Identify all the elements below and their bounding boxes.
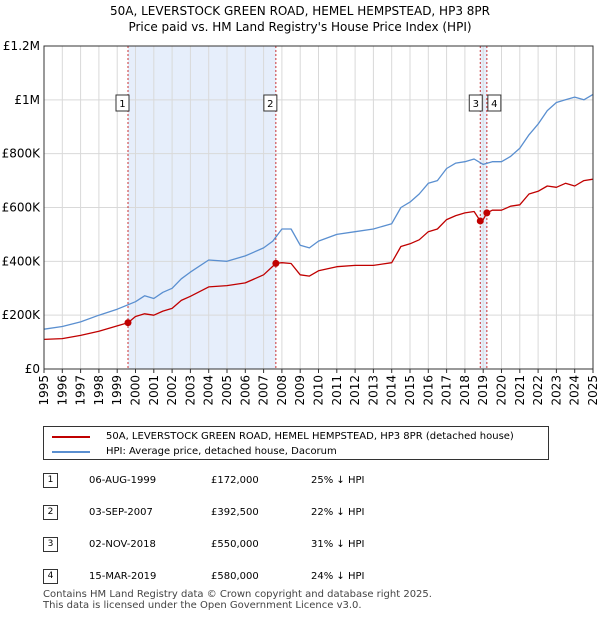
table-row: 3 02-NOV-2018 £550,000 31% ↓ HPI bbox=[43, 537, 563, 553]
x-tick-label: 2020 bbox=[495, 375, 509, 406]
sale-label-border bbox=[263, 94, 278, 112]
x-tick-label: 2024 bbox=[568, 375, 582, 406]
x-tick-label: 2011 bbox=[330, 375, 344, 406]
x-tick-label: 1996 bbox=[55, 375, 69, 406]
y-tick-label: £400K bbox=[2, 254, 42, 268]
x-tick-label: 2021 bbox=[513, 375, 527, 406]
legend-line-hpi bbox=[52, 451, 90, 453]
footer-copyright: Contains HM Land Registry data © Crown c… bbox=[43, 589, 432, 600]
footer-licence: This data is licensed under the Open Gov… bbox=[43, 600, 362, 611]
y-tick-label: £1M bbox=[14, 93, 40, 107]
series-lines bbox=[43, 93, 594, 341]
sale-marker bbox=[272, 259, 280, 267]
sale-price: £172,000 bbox=[211, 475, 259, 486]
sale-hpi-diff: 24% ↓ HPI bbox=[311, 571, 365, 582]
x-tick-label: 2013 bbox=[366, 375, 380, 406]
x-tick-label: 2015 bbox=[403, 375, 417, 406]
sale-number-badge: 2 bbox=[43, 505, 58, 520]
x-tick-label: 2022 bbox=[531, 375, 545, 406]
sale-number-badge: 1 bbox=[43, 473, 58, 488]
legend-label-hpi: HPI: Average price, detached house, Daco… bbox=[106, 446, 337, 457]
table-row: 1 06-AUG-1999 £172,000 25% ↓ HPI bbox=[43, 473, 563, 489]
y-tick-label: £0 bbox=[25, 362, 40, 376]
sale-hpi-diff: 25% ↓ HPI bbox=[311, 475, 365, 486]
axes: £0 £200K £400K £600K £800K £1M £1.2M 1995 1996 19… bbox=[2, 39, 600, 406]
sale-label-border bbox=[468, 94, 483, 112]
sale-price: £392,500 bbox=[211, 507, 259, 518]
x-tick-label: 2005 bbox=[220, 375, 234, 406]
x-tick-label: 2018 bbox=[458, 375, 472, 406]
x-tick-label: 2023 bbox=[549, 375, 563, 406]
x-tick-label: 2019 bbox=[476, 375, 490, 406]
x-tick-label: 2003 bbox=[183, 375, 197, 406]
legend-line-property bbox=[52, 436, 90, 438]
y-tick-label: £600K bbox=[2, 201, 42, 215]
sale-marker bbox=[476, 217, 484, 225]
x-tick-label: 2006 bbox=[238, 375, 252, 406]
sale-marker bbox=[124, 319, 132, 327]
legend-label-property: 50A, LEVERSTOCK GREEN ROAD, HEMEL HEMPST… bbox=[106, 431, 514, 442]
sale-date: 15-MAR-2019 bbox=[89, 571, 157, 582]
sale-label-box: 2 bbox=[263, 94, 278, 112]
sale-hpi-diff: 31% ↓ HPI bbox=[311, 539, 365, 550]
x-tick-label: 2016 bbox=[421, 375, 435, 406]
x-tick-label: 2025 bbox=[586, 375, 600, 406]
x-tick-label: 2017 bbox=[440, 375, 454, 406]
x-tick-label: 1998 bbox=[92, 375, 106, 406]
sale-label-box: 3 bbox=[468, 94, 483, 112]
sale-label-border bbox=[115, 94, 130, 112]
x-tick-label: 2004 bbox=[202, 375, 216, 406]
sale-date: 02-NOV-2018 bbox=[89, 539, 156, 550]
sale-label-text: 4 bbox=[491, 99, 497, 110]
sale-label-text: 1 bbox=[119, 99, 125, 110]
x-tick-label: 2014 bbox=[385, 375, 399, 406]
sale-price: £550,000 bbox=[211, 539, 259, 550]
chart-title: 50A, LEVERSTOCK GREEN ROAD, HEMEL HEMPST… bbox=[0, 3, 600, 35]
sale-price: £580,000 bbox=[211, 571, 259, 582]
sale-date: 03-SEP-2007 bbox=[89, 507, 153, 518]
legend: 50A, LEVERSTOCK GREEN ROAD, HEMEL HEMPST… bbox=[43, 426, 549, 460]
x-tick-label: 1999 bbox=[110, 375, 124, 406]
footer: Contains HM Land Registry data © Crown c… bbox=[43, 589, 432, 611]
y-tick-label: £800K bbox=[2, 147, 42, 161]
y-tick-label: £200K bbox=[2, 308, 42, 322]
sale-marker bbox=[483, 209, 491, 217]
x-tick-label: 2002 bbox=[165, 375, 179, 406]
x-tick-label: 2010 bbox=[312, 375, 326, 406]
x-tick-label: 2007 bbox=[257, 375, 271, 406]
x-tick-label: 2001 bbox=[147, 375, 161, 406]
sale-label-box: 1 bbox=[115, 94, 130, 112]
table-row: 2 03-SEP-2007 £392,500 22% ↓ HPI bbox=[43, 505, 563, 521]
sale-label-text: 2 bbox=[267, 99, 273, 110]
x-tick-label: 1995 bbox=[37, 375, 51, 406]
chart-title-line2: Price paid vs. HM Land Registry's House … bbox=[128, 20, 472, 34]
series-line-hpi bbox=[43, 93, 594, 330]
y-tick-label: £1.2M bbox=[3, 39, 40, 53]
x-tick-label: 1997 bbox=[74, 375, 88, 406]
table-row: 4 15-MAR-2019 £580,000 24% ↓ HPI bbox=[43, 569, 563, 585]
sale-markers: 1 2 3 4 bbox=[115, 94, 502, 327]
chart-title-line1: 50A, LEVERSTOCK GREEN ROAD, HEMEL HEMPST… bbox=[110, 4, 490, 18]
sale-number-badge: 3 bbox=[43, 537, 58, 552]
x-tick-label: 2012 bbox=[348, 375, 362, 406]
x-tick-label: 2008 bbox=[275, 375, 289, 406]
sale-label-text: 3 bbox=[473, 99, 479, 110]
sale-hpi-diff: 22% ↓ HPI bbox=[311, 507, 365, 518]
sale-date: 06-AUG-1999 bbox=[89, 475, 157, 486]
series-line-property bbox=[43, 178, 594, 341]
x-tick-label: 2000 bbox=[129, 375, 143, 406]
price-chart: 1 2 3 4 £0 £200K £400K £600K £800K £1M £1.2M 1995 1… bbox=[2, 39, 600, 406]
sale-number-badge: 4 bbox=[43, 569, 58, 584]
sale-label-box: 4 bbox=[487, 94, 502, 112]
x-tick-label: 2009 bbox=[293, 375, 307, 406]
sale-label-border bbox=[487, 94, 502, 112]
